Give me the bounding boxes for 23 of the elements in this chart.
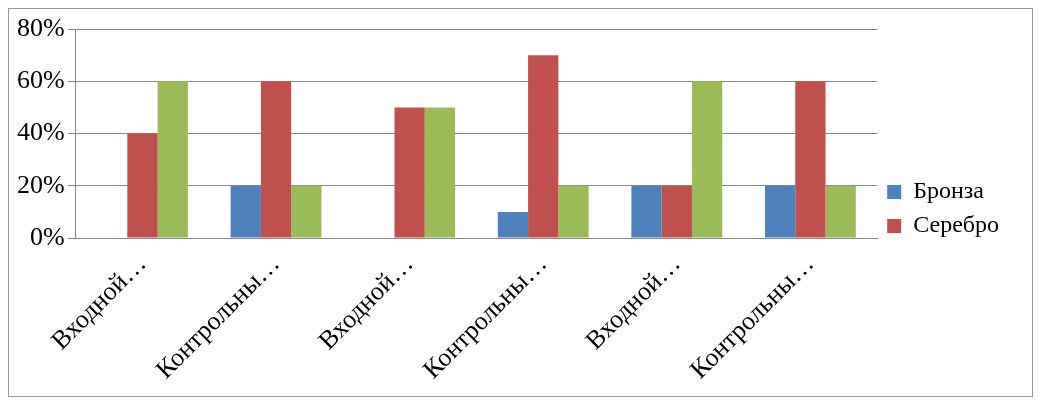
bar	[394, 107, 425, 238]
y-tick-label: 80%	[16, 12, 65, 42]
y-tick-label: 60%	[16, 65, 65, 95]
bar	[631, 185, 662, 238]
bar	[157, 81, 188, 238]
bar	[260, 81, 292, 238]
bar	[691, 81, 723, 238]
bar	[497, 211, 529, 238]
bar	[528, 55, 559, 238]
y-tick-label: 0%	[29, 221, 65, 251]
bar	[424, 107, 456, 238]
bar	[795, 81, 826, 238]
bar	[291, 185, 322, 238]
legend-label: Бронза	[913, 177, 985, 204]
bar	[764, 185, 796, 238]
y-tick-label: 20%	[16, 169, 65, 199]
bar	[127, 133, 158, 238]
legend-label: Серебро	[913, 211, 1000, 238]
bar	[558, 185, 589, 238]
bar	[230, 185, 261, 238]
bar	[661, 185, 692, 238]
bar	[825, 185, 856, 238]
y-tick-label: 40%	[16, 117, 65, 147]
